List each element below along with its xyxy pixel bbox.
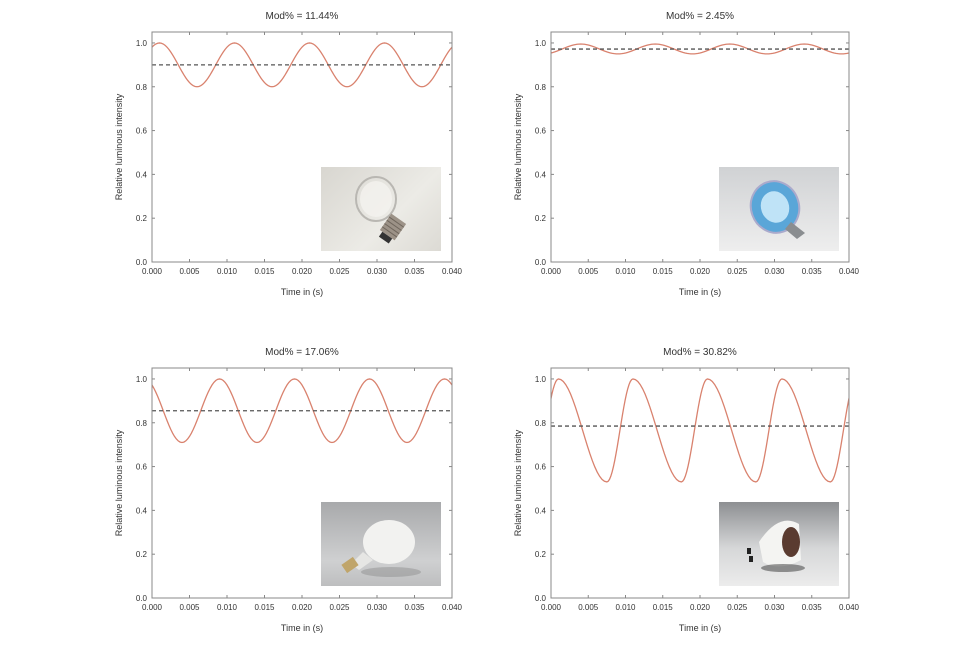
x-tick-label: 0.005 <box>578 603 599 612</box>
y-tick-label: 0.2 <box>535 550 547 559</box>
chart-title: Mod% = 17.06% <box>265 347 339 358</box>
x-tick-label: 0.030 <box>367 603 388 612</box>
x-tick-label: 0.025 <box>727 267 748 276</box>
x-tick-label: 0.010 <box>615 267 636 276</box>
x-tick-label: 0.035 <box>404 603 425 612</box>
y-tick-label: 0.0 <box>535 594 547 603</box>
y-tick-label: 0.0 <box>136 258 148 267</box>
x-tick-label: 0.005 <box>179 603 200 612</box>
x-tick-label: 0.035 <box>404 267 425 276</box>
x-tick-label: 0.040 <box>839 603 860 612</box>
x-axis-label: Time in (s) <box>281 287 323 297</box>
x-tick-label: 0.000 <box>142 603 163 612</box>
x-tick-label: 0.015 <box>653 267 674 276</box>
x-tick-label: 0.030 <box>764 603 785 612</box>
intensity-curve <box>152 42 452 88</box>
subplot-2: Mod% = 2.45% 0.000 0.005 0.010 0.015 0.020 0.0… <box>513 11 860 297</box>
y-axis-label: Relative luminous intensity <box>114 93 124 200</box>
subplot-1: Mod% = 11.44% 0.000 0.005 0.010 0.015 0.020 0.… <box>114 11 463 297</box>
y-tick-label: 0.4 <box>535 506 547 515</box>
subplot-3: Mod% = 17.06% 0.000 0.005 0.010 0.015 0.020 0.… <box>114 347 463 633</box>
y-tick-label: 0.8 <box>136 419 148 428</box>
y-tick-label: 0.8 <box>136 83 148 92</box>
x-tick-label: 0.020 <box>690 267 711 276</box>
y-tick-label: 0.6 <box>136 127 148 136</box>
y-tick-label: 0.4 <box>136 506 148 515</box>
y-axis-label: Relative luminous intensity <box>513 93 523 200</box>
x-tick-label: 0.030 <box>367 267 388 276</box>
subplot-4: Mod% = 30.82% 0.000 0.005 0.010 0.015 0.020 0.… <box>513 347 860 633</box>
x-tick-label: 0.010 <box>217 267 238 276</box>
x-tick-label: 0.010 <box>615 603 636 612</box>
x-tick-label: 0.040 <box>839 267 860 276</box>
x-tick-label: 0.025 <box>727 603 748 612</box>
led-spot-gu10-photo <box>719 502 839 586</box>
y-tick-label: 0.6 <box>535 127 547 136</box>
y-tick-label: 0.8 <box>535 419 547 428</box>
chart-title: Mod% = 2.45% <box>666 11 734 22</box>
y-tick-label: 0.2 <box>136 550 148 559</box>
x-tick-label: 0.035 <box>802 267 823 276</box>
x-tick-label: 0.040 <box>442 603 463 612</box>
x-tick-label: 0.000 <box>541 267 562 276</box>
x-tick-label: 0.005 <box>179 267 200 276</box>
y-tick-label: 0.2 <box>535 214 547 223</box>
x-tick-label: 0.030 <box>764 267 785 276</box>
y-tick-label: 0.6 <box>535 463 547 472</box>
y-tick-label: 0.4 <box>136 170 148 179</box>
x-axis-label: Time in (s) <box>679 287 721 297</box>
y-tick-label: 0.6 <box>136 463 148 472</box>
y-tick-label: 1.0 <box>535 375 547 384</box>
x-tick-label: 0.015 <box>254 267 275 276</box>
y-tick-label: 0.0 <box>535 258 547 267</box>
y-axis-label: Relative luminous intensity <box>114 429 124 536</box>
x-tick-label: 0.035 <box>802 603 823 612</box>
intensity-curve <box>551 43 849 55</box>
halogen-reflector-photo <box>719 167 839 251</box>
chart-title: Mod% = 30.82% <box>663 347 737 358</box>
x-tick-label: 0.005 <box>578 267 599 276</box>
led-bulb-photo <box>321 502 441 586</box>
y-tick-label: 1.0 <box>136 39 148 48</box>
x-tick-label: 0.000 <box>541 603 562 612</box>
x-tick-label: 0.000 <box>142 267 163 276</box>
y-tick-label: 0.4 <box>535 170 547 179</box>
x-tick-label: 0.025 <box>329 603 350 612</box>
y-tick-label: 1.0 <box>136 375 148 384</box>
x-tick-label: 0.040 <box>442 267 463 276</box>
y-tick-label: 0.0 <box>136 594 148 603</box>
y-tick-label: 1.0 <box>535 39 547 48</box>
x-tick-label: 0.020 <box>690 603 711 612</box>
x-tick-label: 0.015 <box>254 603 275 612</box>
chart-title: Mod% = 11.44% <box>266 11 339 22</box>
x-tick-label: 0.020 <box>292 603 313 612</box>
x-tick-label: 0.025 <box>329 267 350 276</box>
y-tick-label: 0.8 <box>535 83 547 92</box>
x-axis-label: Time in (s) <box>679 623 721 633</box>
x-tick-label: 0.015 <box>653 603 674 612</box>
x-tick-label: 0.010 <box>217 603 238 612</box>
incandescent-bulb-photo <box>321 167 441 251</box>
x-axis-label: Time in (s) <box>281 623 323 633</box>
y-tick-label: 0.2 <box>136 214 148 223</box>
x-tick-label: 0.020 <box>292 267 313 276</box>
y-axis-label: Relative luminous intensity <box>513 429 523 536</box>
intensity-curve <box>551 378 849 483</box>
